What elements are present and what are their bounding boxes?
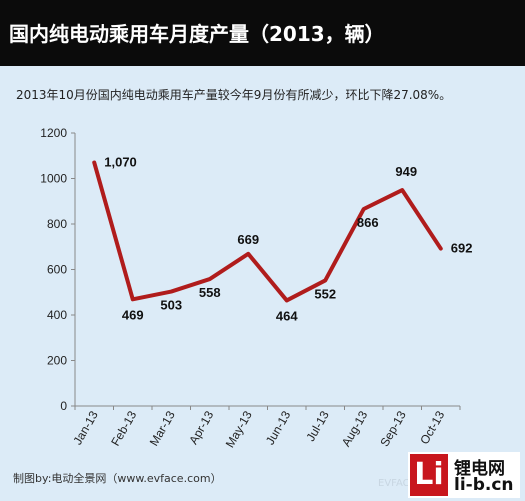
- y-tick-label: 1200: [40, 126, 67, 140]
- title-bar: 国内纯电动乘用车月度产量（2013，辆）: [0, 0, 525, 66]
- source-credit: 制图by:电动全景网（www.evface.com）: [13, 472, 222, 485]
- x-tick-label: Apr-13: [186, 408, 216, 446]
- y-tick-label: 400: [47, 308, 67, 322]
- y-tick-label: 1000: [40, 172, 67, 186]
- data-label: 469: [122, 307, 144, 322]
- data-label: 949: [395, 164, 417, 179]
- site-logo: Li 锂电网 li-b.cn: [408, 452, 520, 498]
- watermark: EVFACE: [378, 478, 416, 489]
- data-label: 866: [357, 215, 379, 230]
- data-label: 464: [276, 308, 298, 323]
- x-tick-label: Jul-13: [303, 408, 332, 444]
- data-label: 503: [160, 298, 182, 313]
- x-tick-label: Mar-13: [147, 408, 178, 448]
- y-tick-label: 800: [47, 217, 67, 231]
- logo-mark: Li: [410, 454, 448, 496]
- chart-subtitle: 2013年10月份国内纯电动乘用车产量较今年9月份有所减少，环比下降27.08%…: [16, 88, 452, 102]
- page-title: 国内纯电动乘用车月度产量（2013，辆）: [9, 22, 385, 46]
- x-tick-label: Sep-13: [377, 408, 409, 449]
- x-tick-label: Oct-13: [417, 408, 447, 446]
- data-label: 558: [199, 285, 221, 300]
- series-line: [92, 160, 443, 303]
- x-tick-label: Feb-13: [108, 408, 139, 448]
- y-tick-label: 600: [47, 263, 67, 277]
- y-tick-label: 200: [47, 354, 67, 368]
- y-tick-label: 0: [60, 399, 67, 413]
- logo-domain: li-b.cn: [454, 475, 514, 495]
- data-label: 669: [237, 232, 259, 247]
- x-tick-label: Aug-13: [339, 408, 371, 449]
- logo-name: 锂电网: [454, 459, 505, 479]
- x-tick-label: May-13: [223, 408, 255, 450]
- data-label: 552: [314, 286, 336, 301]
- x-tick-label: Jan-13: [70, 408, 101, 447]
- data-label: 1,070: [104, 155, 137, 170]
- x-tick-label: Jun-13: [263, 408, 294, 447]
- data-label: 692: [451, 241, 473, 256]
